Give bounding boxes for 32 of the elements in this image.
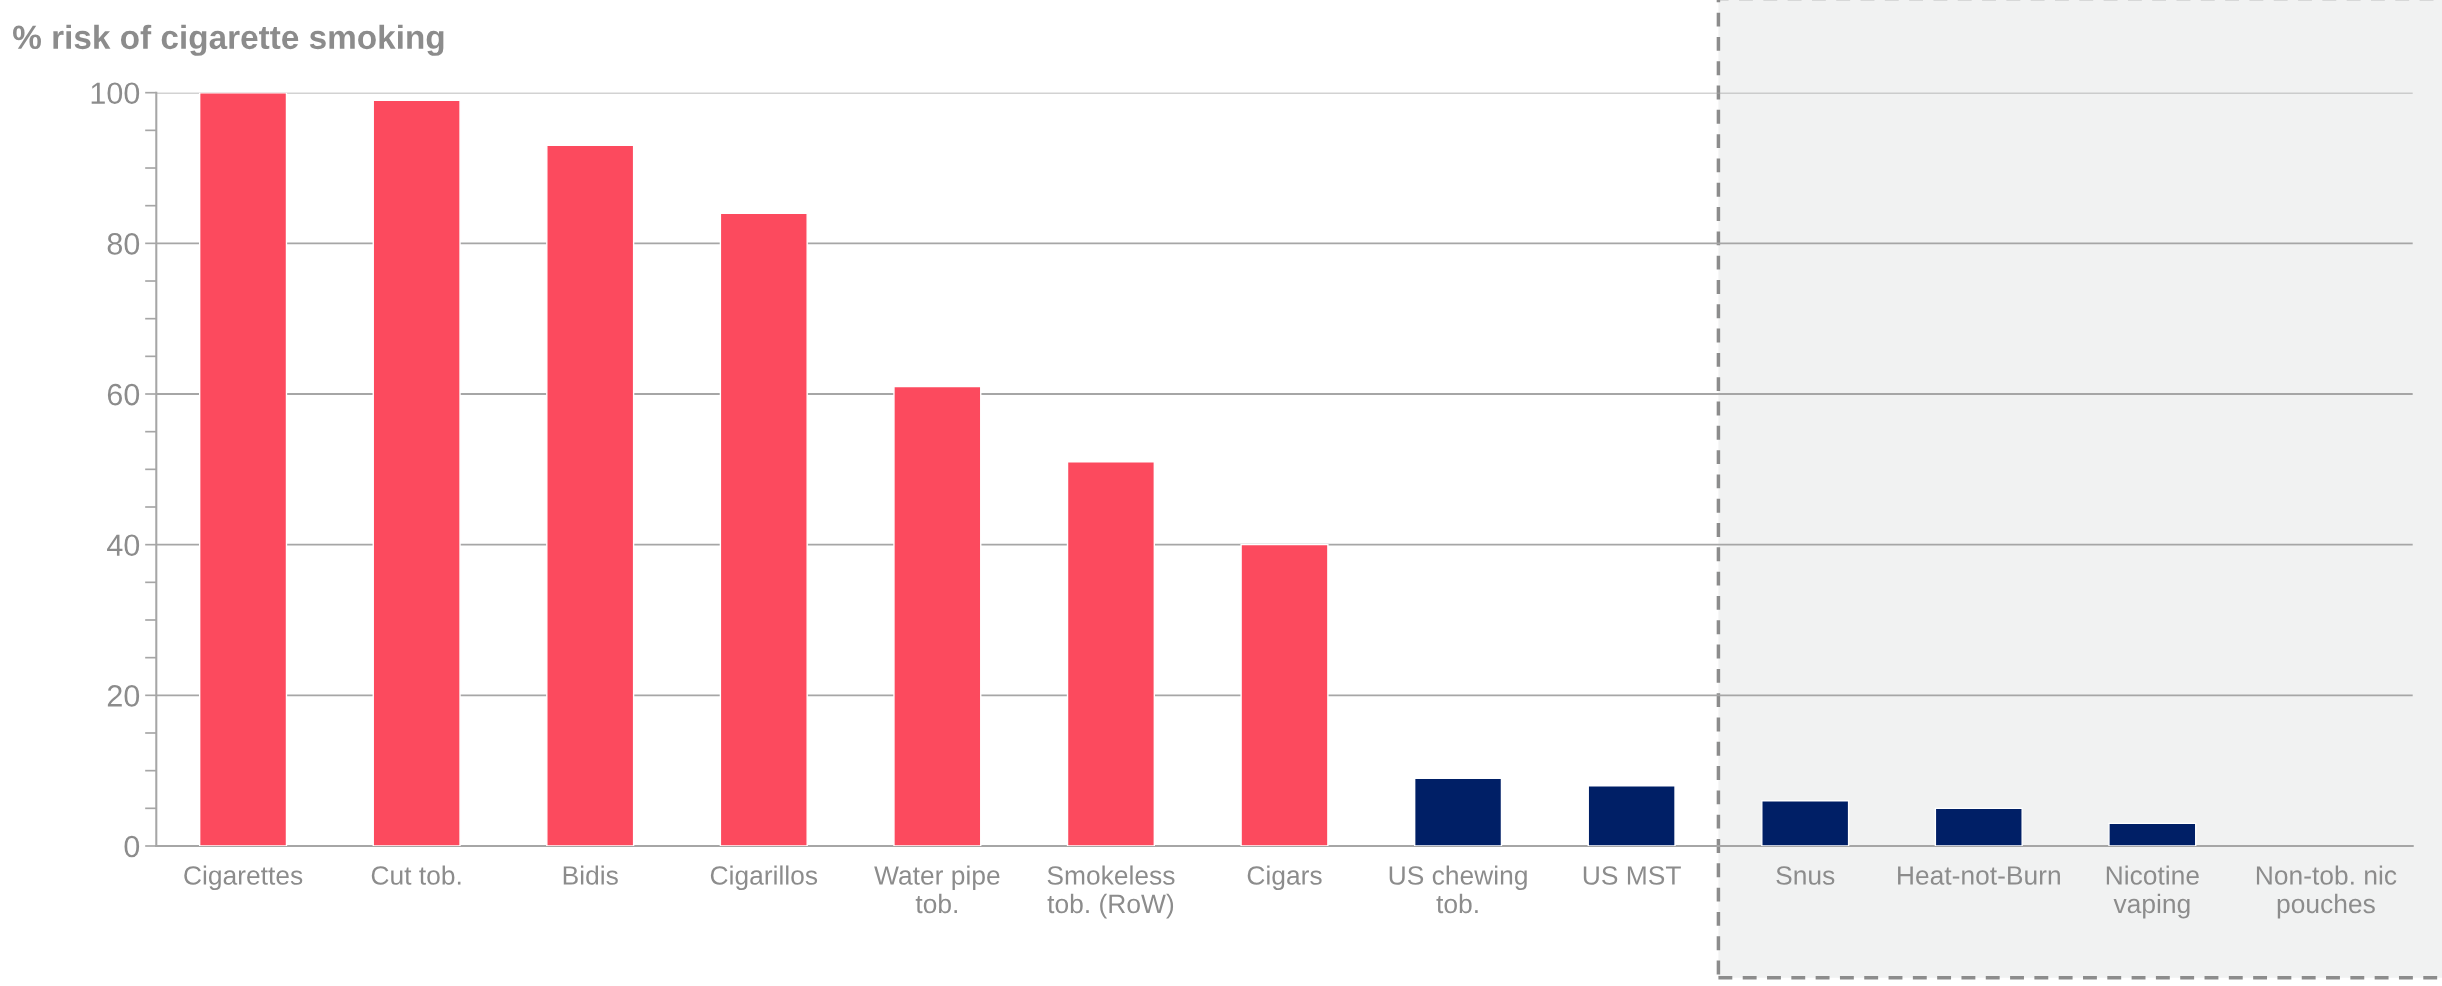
bar — [1413, 777, 1503, 846]
y-tick-label: 80 — [107, 233, 140, 255]
bar — [1066, 461, 1156, 846]
x-tick-label: Cigarettes — [184, 865, 303, 891]
chart-title: % risk of cigarette smoking — [13, 24, 444, 56]
bar — [1761, 800, 1850, 846]
y-tick-label: 40 — [107, 534, 140, 557]
x-tick-label: Snus — [1776, 866, 1835, 885]
x-tick-label: Smokeless tob. (RoW) — [1047, 865, 1175, 919]
x-tick-label: Nicotine vaping — [2106, 865, 2199, 919]
bar — [2108, 822, 2197, 846]
bar — [546, 144, 635, 846]
bar — [1934, 807, 2023, 846]
y-tick-label: 60 — [107, 383, 140, 406]
x-tick-label: Non-tob. nic pouches — [2256, 865, 2397, 919]
x-tick-label: Cigarillos — [710, 865, 818, 891]
y-tick-label: 20 — [107, 685, 140, 707]
x-tick-label: Bidis — [563, 865, 618, 885]
x-tick-label: US chewing tob. — [1389, 865, 1527, 914]
bar — [198, 92, 288, 846]
y-tick-label: 0 — [124, 835, 140, 858]
x-tick-label: Heat-not-Burn — [1898, 866, 2060, 885]
bar — [893, 385, 982, 846]
y-tick-label: 100 — [91, 82, 140, 105]
bar — [372, 99, 461, 846]
x-tick-label: Cut tob. — [371, 865, 461, 885]
x-tick-label: US MST — [1583, 866, 1681, 885]
x-tick-label: Water pipe tob. — [874, 865, 1000, 914]
bar — [719, 212, 808, 846]
bar — [1587, 785, 1676, 846]
bar — [1240, 543, 1329, 846]
x-tick-label: Cigars — [1247, 865, 1322, 891]
